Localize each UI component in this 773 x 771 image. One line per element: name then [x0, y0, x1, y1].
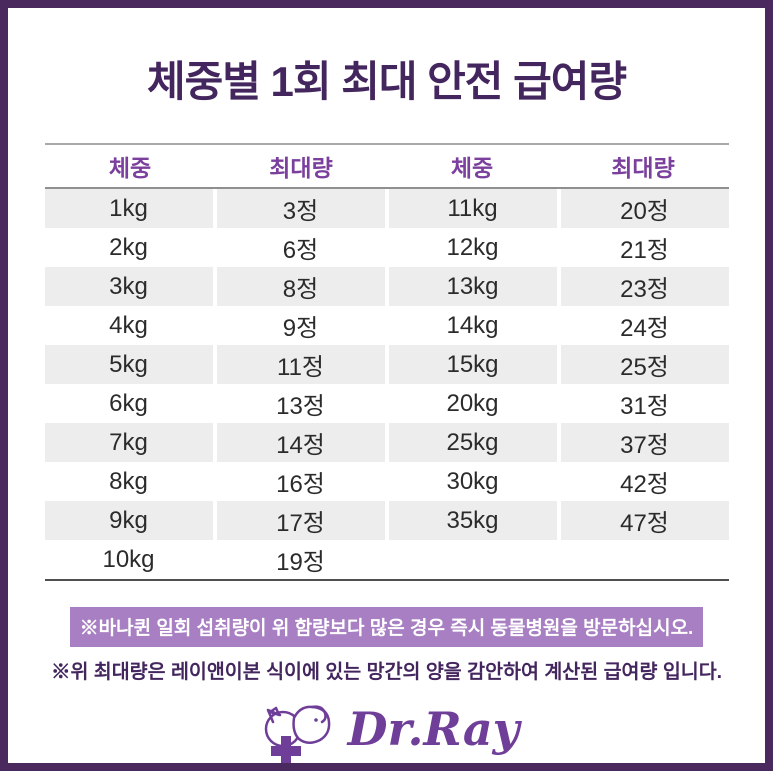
table-cell: 3kg	[44, 267, 213, 306]
table-cell: 11정	[216, 345, 385, 384]
table-cell: 14정	[216, 423, 385, 462]
table-row: 4kg 9정 14kg 24정	[45, 306, 729, 345]
table-cell: 5kg	[44, 345, 213, 384]
table-row: 7kg 14정 25kg 37정	[44, 423, 729, 462]
table-row: 8kg 16정 30kg 42정	[45, 462, 729, 501]
table-cell: 37정	[560, 423, 729, 462]
table-cell: 20정	[560, 189, 729, 228]
table-row: 3kg 8정 13kg 23정	[44, 267, 729, 306]
table-cell: 15kg	[388, 345, 557, 384]
column-header-weight-1: 체중	[108, 155, 152, 181]
table-cell: 6kg	[109, 389, 148, 417]
table-cell: 42정	[620, 471, 669, 498]
table-row: 5kg 11정 15kg 25정	[44, 345, 729, 384]
info-note: ※위 최대량은 레이앤이본 식이에 있는 망간의 양을 감안하여 계산된 급여량…	[50, 661, 723, 683]
table-row: 1kg 3정 11kg 20정	[44, 189, 729, 228]
column-header-weight-2: 체중	[450, 155, 494, 181]
table-cell: 4kg	[109, 311, 148, 339]
brand-name: Dr.Ray	[347, 701, 520, 756]
table-row: 2kg 6정 12kg 21정	[45, 228, 729, 267]
column-header-maxdose-2: 최대량	[611, 155, 675, 181]
table-cell: 8정	[216, 267, 385, 306]
table-cell: 35kg	[388, 501, 557, 540]
table-cell: 17정	[216, 501, 385, 540]
table-cell: 9정	[282, 315, 319, 342]
table-cell: 12kg	[446, 233, 499, 261]
table-row: 9kg 17정 35kg 47정	[44, 501, 729, 540]
table-cell	[561, 540, 729, 579]
warning-note: ※바나퀸 일회 섭취량이 위 함량보다 많은 경우 즉시 동물병원을 방문하십시…	[69, 607, 704, 647]
dr-ray-logo: Dr.Ray	[8, 696, 765, 763]
table-cell: 47정	[560, 501, 729, 540]
table-cell: 25kg	[388, 423, 557, 462]
table-cell: 31정	[620, 393, 669, 420]
dosage-table: 체중 최대량 체중 최대량 1kg 3정 11kg 20정 2kg 6정 12k…	[44, 143, 729, 581]
table-row: 6kg 13정 20kg 31정	[45, 384, 729, 423]
table-cell: 2kg	[109, 233, 148, 261]
table-cell: 11kg	[388, 189, 557, 228]
table-header-row: 체중 최대량 체중 최대량	[44, 145, 729, 189]
table-cell: 10kg	[102, 545, 155, 573]
table-cell: 16정	[276, 471, 325, 498]
table-cell: 13정	[276, 393, 325, 420]
table-cell: 30kg	[446, 467, 499, 495]
table-cell: 23정	[560, 267, 729, 306]
table-row: 10kg 19정	[45, 540, 729, 579]
table-cell: 8kg	[109, 467, 148, 495]
cat-dog-cross-icon	[254, 696, 340, 763]
table-cell: 24정	[620, 315, 669, 342]
table-cell: 13kg	[388, 267, 557, 306]
table-cell: 20kg	[446, 389, 499, 417]
table-cell: 14kg	[446, 311, 499, 339]
table-cell: 7kg	[44, 423, 213, 462]
page-title: 체중별 1회 최대 안전 급여량	[146, 58, 627, 105]
table-cell: 9kg	[44, 501, 213, 540]
table-cell	[389, 540, 557, 579]
table-cell: 3정	[216, 189, 385, 228]
table-cell: 21정	[620, 237, 669, 264]
table-cell: 6정	[282, 237, 319, 264]
column-header-maxdose-1: 최대량	[269, 155, 333, 181]
table-cell: 1kg	[44, 189, 213, 228]
table-cell: 19정	[276, 549, 325, 576]
warning-note-wrap: ※바나퀸 일회 섭취량이 위 함량보다 많은 경우 즉시 동물병원을 방문하십시…	[8, 607, 765, 647]
table-cell: 25정	[560, 345, 729, 384]
